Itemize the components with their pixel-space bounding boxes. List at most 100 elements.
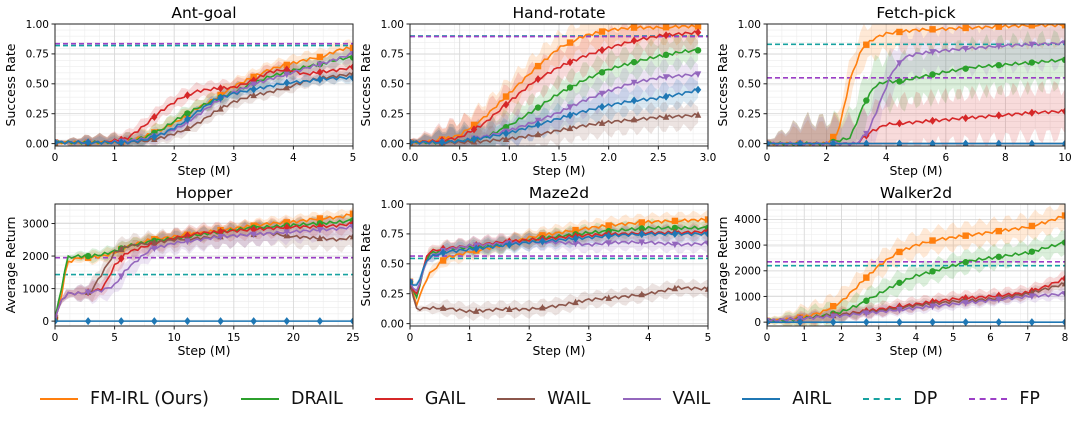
- marker-vail: [1061, 291, 1065, 298]
- marker-gail: [217, 84, 224, 93]
- marker-drail: [1028, 248, 1036, 255]
- marker-airl: [84, 138, 92, 146]
- line-fm-irl: [410, 217, 708, 309]
- marker-wail: [502, 135, 510, 142]
- chart-title: Maze2d: [529, 184, 589, 202]
- marker-vail: [250, 231, 257, 239]
- line-wail: [410, 112, 699, 145]
- legend-label: FP: [1019, 389, 1040, 409]
- y-tick-label: 1.00: [738, 19, 761, 31]
- marker-airl: [962, 318, 969, 326]
- marker-gail: [1028, 108, 1036, 117]
- y-tick-label: 2000: [734, 266, 761, 278]
- axes-frame: [54, 203, 354, 327]
- marker-gail: [929, 116, 936, 125]
- x-tick-label: 1: [111, 152, 118, 164]
- legend: FM-IRL (Ours) DRAIL GAIL WAIL VAIL AIRL DP FP: [0, 382, 1080, 416]
- marker-airl: [349, 73, 353, 82]
- marker-vail: [704, 240, 708, 248]
- y-tick-label: 0.75: [738, 49, 761, 61]
- chart-panel-fetch-pick: 0 2 4 6 8 10 0.00 0.25 0.50 0.75 1.00 Fetch-pick Ste…: [715, 4, 1072, 178]
- marker-vail: [84, 289, 92, 297]
- marker-airl: [630, 96, 638, 105]
- marker-drail: [534, 104, 542, 111]
- band-drail: [55, 48, 353, 146]
- legend-label: WAIL: [547, 389, 591, 409]
- marker-wail: [566, 124, 574, 132]
- marker-airl: [283, 78, 290, 87]
- marker-drail: [863, 297, 870, 304]
- marker-vail: [671, 241, 679, 249]
- marker-fm-irl: [929, 26, 936, 33]
- marker-airl: [439, 248, 447, 257]
- marker-wail: [316, 234, 324, 242]
- line-gail: [410, 30, 699, 145]
- marker-wail: [694, 111, 702, 118]
- marker-gail: [598, 46, 606, 55]
- legend-item-airl: AIRL: [742, 389, 831, 409]
- marker-fm-irl: [638, 219, 645, 226]
- line-fm-irl: [767, 215, 1065, 323]
- marker-fm-irl: [1061, 24, 1065, 29]
- y-tick-label: 1000: [734, 291, 761, 303]
- legend-swatch: [40, 398, 79, 400]
- marker-drail: [995, 61, 1002, 69]
- marker-wail: [283, 83, 290, 91]
- x-tick-label: 6: [942, 152, 949, 164]
- marker-airl: [118, 138, 125, 146]
- band-vail: [55, 46, 353, 146]
- marker-fm-irl: [896, 248, 903, 256]
- x-tick-label: 0: [764, 332, 771, 344]
- series-layer: [410, 24, 708, 146]
- legend-item-drail: DRAIL: [241, 389, 343, 409]
- marker-fm-irl: [502, 93, 510, 100]
- x-tick-label: 25: [346, 332, 359, 344]
- marker-airl: [438, 138, 446, 146]
- band-vail: [410, 55, 699, 146]
- y-tick-label: 0.25: [26, 109, 49, 121]
- marker-fm-irl: [349, 44, 353, 52]
- line-fm-irl: [410, 24, 699, 145]
- marker-airl: [506, 240, 513, 249]
- marker-drail: [1061, 56, 1065, 64]
- legend-swatch: [497, 398, 536, 400]
- marker-gail: [250, 225, 257, 234]
- band-fm-irl: [55, 206, 353, 319]
- marker-airl: [929, 318, 936, 326]
- band-gail: [410, 24, 699, 146]
- marker-fm-irl: [316, 53, 324, 61]
- marker-airl: [217, 93, 224, 102]
- marker-gail: [184, 91, 191, 100]
- marker-fm-irl: [694, 24, 702, 30]
- marker-vail: [283, 229, 290, 236]
- legend-item-dp: DP: [863, 389, 937, 409]
- marker-airl: [767, 318, 771, 326]
- x-tick-label: 2.0: [600, 152, 617, 164]
- marker-gail: [217, 227, 224, 236]
- marker-wail: [439, 304, 447, 311]
- x-tick-label: 4: [645, 332, 652, 344]
- marker-fm-irl: [896, 28, 903, 36]
- band-drail: [410, 218, 708, 297]
- y-tick-label: 0.25: [381, 289, 404, 301]
- marker-drail: [598, 69, 606, 76]
- chart-title: Ant-goal: [171, 4, 236, 22]
- marker-gail: [1061, 107, 1065, 116]
- y-tick-label: 0.75: [381, 49, 404, 61]
- x-tick-label: 2.5: [650, 152, 667, 164]
- legend-label: GAIL: [424, 389, 466, 409]
- marker-airl: [598, 102, 606, 111]
- marker-fm-irl: [572, 226, 579, 234]
- series-layer: [767, 204, 1065, 326]
- marker-vail: [316, 227, 324, 234]
- line-airl: [410, 231, 708, 286]
- x-tick-label: 3.0: [700, 152, 717, 164]
- x-tick-label: 20: [287, 332, 300, 344]
- x-tick-label: 3: [230, 152, 237, 164]
- marker-airl: [830, 139, 837, 146]
- marker-wail: [118, 245, 125, 252]
- marker-airl: [84, 317, 92, 326]
- marker-drail: [962, 65, 969, 72]
- chart-title: Hopper: [176, 184, 233, 202]
- marker-fm-irl: [863, 274, 870, 281]
